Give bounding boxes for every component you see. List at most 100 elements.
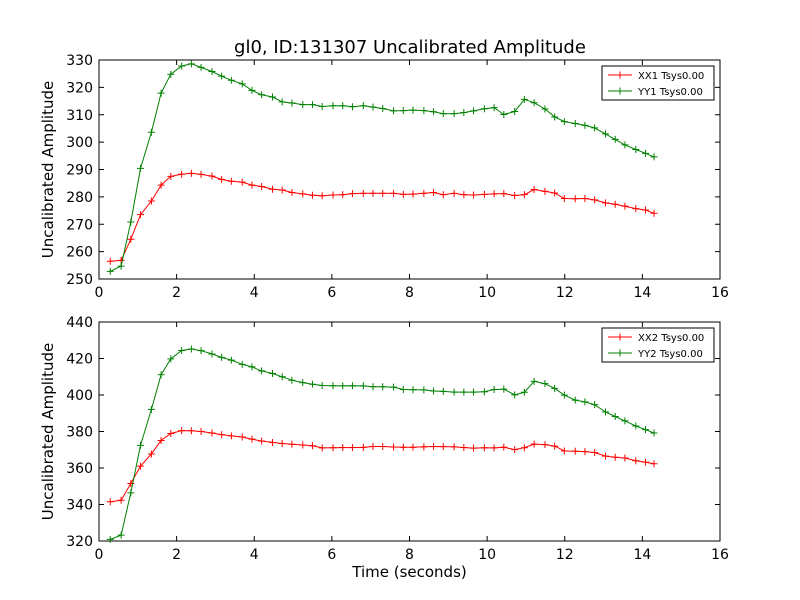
data-point — [602, 130, 610, 138]
data-point — [632, 457, 640, 465]
data-point — [520, 95, 528, 103]
data-point — [420, 189, 428, 197]
data-point — [167, 172, 175, 180]
data-point — [430, 188, 438, 196]
data-point — [439, 387, 447, 395]
legend-marker — [616, 87, 624, 95]
data-point — [339, 191, 347, 199]
data-point — [650, 153, 658, 161]
data-point — [299, 101, 307, 109]
data-point — [611, 413, 619, 421]
data-point — [197, 170, 205, 178]
data-point — [480, 444, 488, 452]
y-tick-label: 380 — [66, 425, 93, 441]
y-tick-label: 440 — [66, 315, 93, 331]
data-point — [632, 146, 640, 154]
data-point — [511, 446, 519, 454]
data-point — [248, 86, 256, 94]
x-tick-label: 12 — [556, 547, 574, 563]
y-tick-label: 310 — [66, 108, 93, 124]
data-point — [379, 442, 387, 450]
legend-label: XX2 Tsys0.00 — [638, 333, 704, 344]
data-point — [650, 429, 658, 437]
data-point — [460, 191, 468, 199]
data-point — [591, 401, 599, 409]
data-point — [430, 108, 438, 116]
x-tick-label: 8 — [405, 285, 414, 301]
data-point — [420, 107, 428, 115]
x-tick-label: 10 — [478, 285, 496, 301]
data-point — [632, 422, 640, 430]
data-point — [369, 383, 377, 391]
x-tick-label: 16 — [711, 547, 729, 563]
x-tick-label: 0 — [95, 285, 104, 301]
data-point — [127, 489, 135, 497]
data-point — [258, 367, 266, 375]
data-point — [470, 107, 478, 115]
x-tick-label: 6 — [327, 285, 336, 301]
data-point — [641, 426, 649, 434]
data-point — [409, 386, 417, 394]
data-point — [420, 443, 428, 451]
data-point — [560, 391, 568, 399]
data-point — [611, 453, 619, 461]
data-point — [621, 454, 629, 462]
data-point — [147, 450, 155, 458]
data-point — [650, 460, 658, 468]
data-point — [571, 447, 579, 455]
data-point — [641, 149, 649, 157]
data-point — [248, 363, 256, 371]
data-point — [329, 382, 337, 390]
data-point — [390, 189, 398, 197]
data-point — [439, 110, 447, 118]
data-point — [178, 427, 186, 435]
y-tick-label: 360 — [66, 461, 93, 477]
data-point — [258, 182, 266, 190]
data-point — [551, 113, 559, 121]
data-point — [460, 109, 468, 117]
data-point — [500, 385, 508, 393]
data-point — [379, 383, 387, 391]
data-point — [500, 110, 508, 118]
data-point — [288, 99, 296, 107]
data-point — [127, 218, 135, 226]
data-point — [308, 442, 316, 450]
data-point — [147, 128, 155, 136]
data-point — [157, 436, 165, 444]
data-point — [348, 190, 356, 198]
data-point — [530, 99, 538, 107]
data-point — [470, 191, 478, 199]
data-point — [339, 382, 347, 390]
data-point — [500, 443, 508, 451]
x-axis-label: Time (seconds) — [351, 563, 467, 581]
chart-title: gl0, ID:131307 Uncalibrated Amplitude — [234, 37, 586, 58]
data-point — [409, 443, 417, 451]
data-point — [318, 382, 326, 390]
data-point — [641, 206, 649, 214]
data-point — [571, 396, 579, 404]
data-point — [288, 440, 296, 448]
data-point — [329, 102, 337, 110]
data-point — [187, 169, 195, 177]
data-point — [359, 102, 367, 110]
data-point — [127, 235, 135, 243]
x-tick-label: 8 — [405, 547, 414, 563]
data-point — [359, 382, 367, 390]
data-point — [541, 105, 549, 113]
data-point — [520, 388, 528, 396]
data-point — [621, 202, 629, 210]
data-point — [278, 373, 286, 381]
data-point — [117, 262, 125, 270]
x-tick-label: 16 — [711, 285, 729, 301]
data-point — [348, 382, 356, 390]
legend: XX1 Tsys0.00 YY1 Tsys0.00 — [601, 65, 715, 101]
data-point — [278, 186, 286, 194]
data-point — [208, 350, 216, 358]
x-tick-label: 10 — [478, 547, 496, 563]
data-point — [420, 386, 428, 394]
data-point — [591, 448, 599, 456]
data-point — [268, 438, 276, 446]
data-point — [238, 360, 246, 368]
data-point — [390, 443, 398, 451]
